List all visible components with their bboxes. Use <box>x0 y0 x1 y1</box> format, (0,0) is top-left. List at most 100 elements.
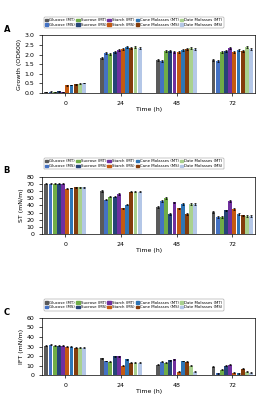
Bar <box>156 207 160 234</box>
Bar <box>224 51 228 93</box>
Bar <box>134 47 137 93</box>
Bar <box>241 51 245 93</box>
Bar <box>236 50 240 93</box>
Bar <box>57 92 61 93</box>
Bar <box>228 365 232 376</box>
Bar <box>69 85 73 93</box>
Bar <box>164 51 168 93</box>
Bar <box>181 361 185 376</box>
Bar <box>100 358 104 376</box>
Bar <box>104 53 108 93</box>
Bar <box>232 52 236 93</box>
Bar <box>65 85 69 93</box>
Bar <box>245 372 249 376</box>
Bar <box>74 348 78 376</box>
Legend: Glucose (MT), Glucose (MS), Sucrose (MT), Sucrose (MS), Starch (MT), Starch (MS): Glucose (MT), Glucose (MS), Sucrose (MT)… <box>44 158 224 169</box>
Bar <box>138 192 141 234</box>
Bar <box>69 188 73 234</box>
Bar <box>49 345 52 376</box>
Bar <box>160 201 164 234</box>
Bar <box>220 52 224 93</box>
Bar <box>78 348 82 376</box>
Text: C: C <box>4 308 10 316</box>
Bar <box>117 194 121 234</box>
Bar <box>193 204 197 234</box>
Bar <box>65 189 69 234</box>
Bar <box>61 346 65 376</box>
Bar <box>82 187 86 234</box>
Bar <box>220 370 224 376</box>
Bar <box>125 205 129 234</box>
Bar <box>177 372 181 376</box>
Bar <box>224 366 228 376</box>
Bar <box>211 60 215 93</box>
X-axis label: Time (h): Time (h) <box>136 248 162 253</box>
Bar <box>65 346 69 376</box>
Bar <box>44 92 48 93</box>
Bar <box>138 363 141 376</box>
Bar <box>245 216 249 234</box>
Bar <box>49 92 52 93</box>
Y-axis label: Growth (OD600): Growth (OD600) <box>17 39 22 90</box>
Bar <box>216 61 220 93</box>
Y-axis label: ST (mN/m): ST (mN/m) <box>19 188 24 222</box>
Bar <box>211 367 215 376</box>
Bar <box>53 92 57 93</box>
Bar <box>121 366 125 376</box>
Bar <box>228 48 232 93</box>
Bar <box>129 363 133 376</box>
Bar <box>113 356 116 376</box>
Bar <box>173 359 176 376</box>
Bar <box>189 48 193 93</box>
X-axis label: Time (h): Time (h) <box>136 107 162 112</box>
Bar <box>249 49 253 93</box>
Bar <box>216 217 220 234</box>
Bar <box>164 363 168 376</box>
Bar <box>232 209 236 234</box>
Bar <box>245 47 249 93</box>
Bar <box>249 216 253 234</box>
Bar <box>211 212 215 234</box>
Bar <box>109 362 112 376</box>
Text: B: B <box>4 166 10 175</box>
Bar <box>74 84 78 93</box>
Bar <box>189 204 193 234</box>
Bar <box>100 58 104 93</box>
Bar <box>125 47 129 93</box>
Bar <box>74 187 78 234</box>
Bar <box>129 48 133 93</box>
Bar <box>117 50 121 93</box>
Bar <box>173 52 176 93</box>
Bar <box>160 362 164 376</box>
Bar <box>57 184 61 234</box>
Bar <box>134 363 137 376</box>
Text: A: A <box>4 25 10 34</box>
Bar <box>53 184 57 234</box>
Bar <box>44 184 48 234</box>
Bar <box>220 217 224 234</box>
Bar <box>241 216 245 234</box>
Bar <box>69 346 73 376</box>
Bar <box>173 202 176 234</box>
Bar <box>160 61 164 93</box>
Bar <box>138 48 141 93</box>
Bar <box>236 214 240 234</box>
Y-axis label: IFT (mN/m): IFT (mN/m) <box>19 329 24 364</box>
Bar <box>109 197 112 234</box>
Bar <box>164 198 168 234</box>
Bar <box>125 359 129 376</box>
Legend: Glucose (MT), Glucose (MS), Sucrose (MT), Sucrose (MS), Starch (MT), Starch (MS): Glucose (MT), Glucose (MS), Sucrose (MT)… <box>44 17 224 28</box>
Bar <box>78 84 82 93</box>
Bar <box>249 372 253 376</box>
Bar <box>193 372 197 376</box>
Bar <box>113 52 116 93</box>
Bar <box>185 214 189 234</box>
Bar <box>168 51 172 93</box>
Bar <box>185 362 189 376</box>
X-axis label: Time (h): Time (h) <box>136 390 162 394</box>
Bar <box>113 197 116 234</box>
Bar <box>185 49 189 93</box>
Bar <box>44 346 48 376</box>
Bar <box>121 208 125 234</box>
Bar <box>193 49 197 93</box>
